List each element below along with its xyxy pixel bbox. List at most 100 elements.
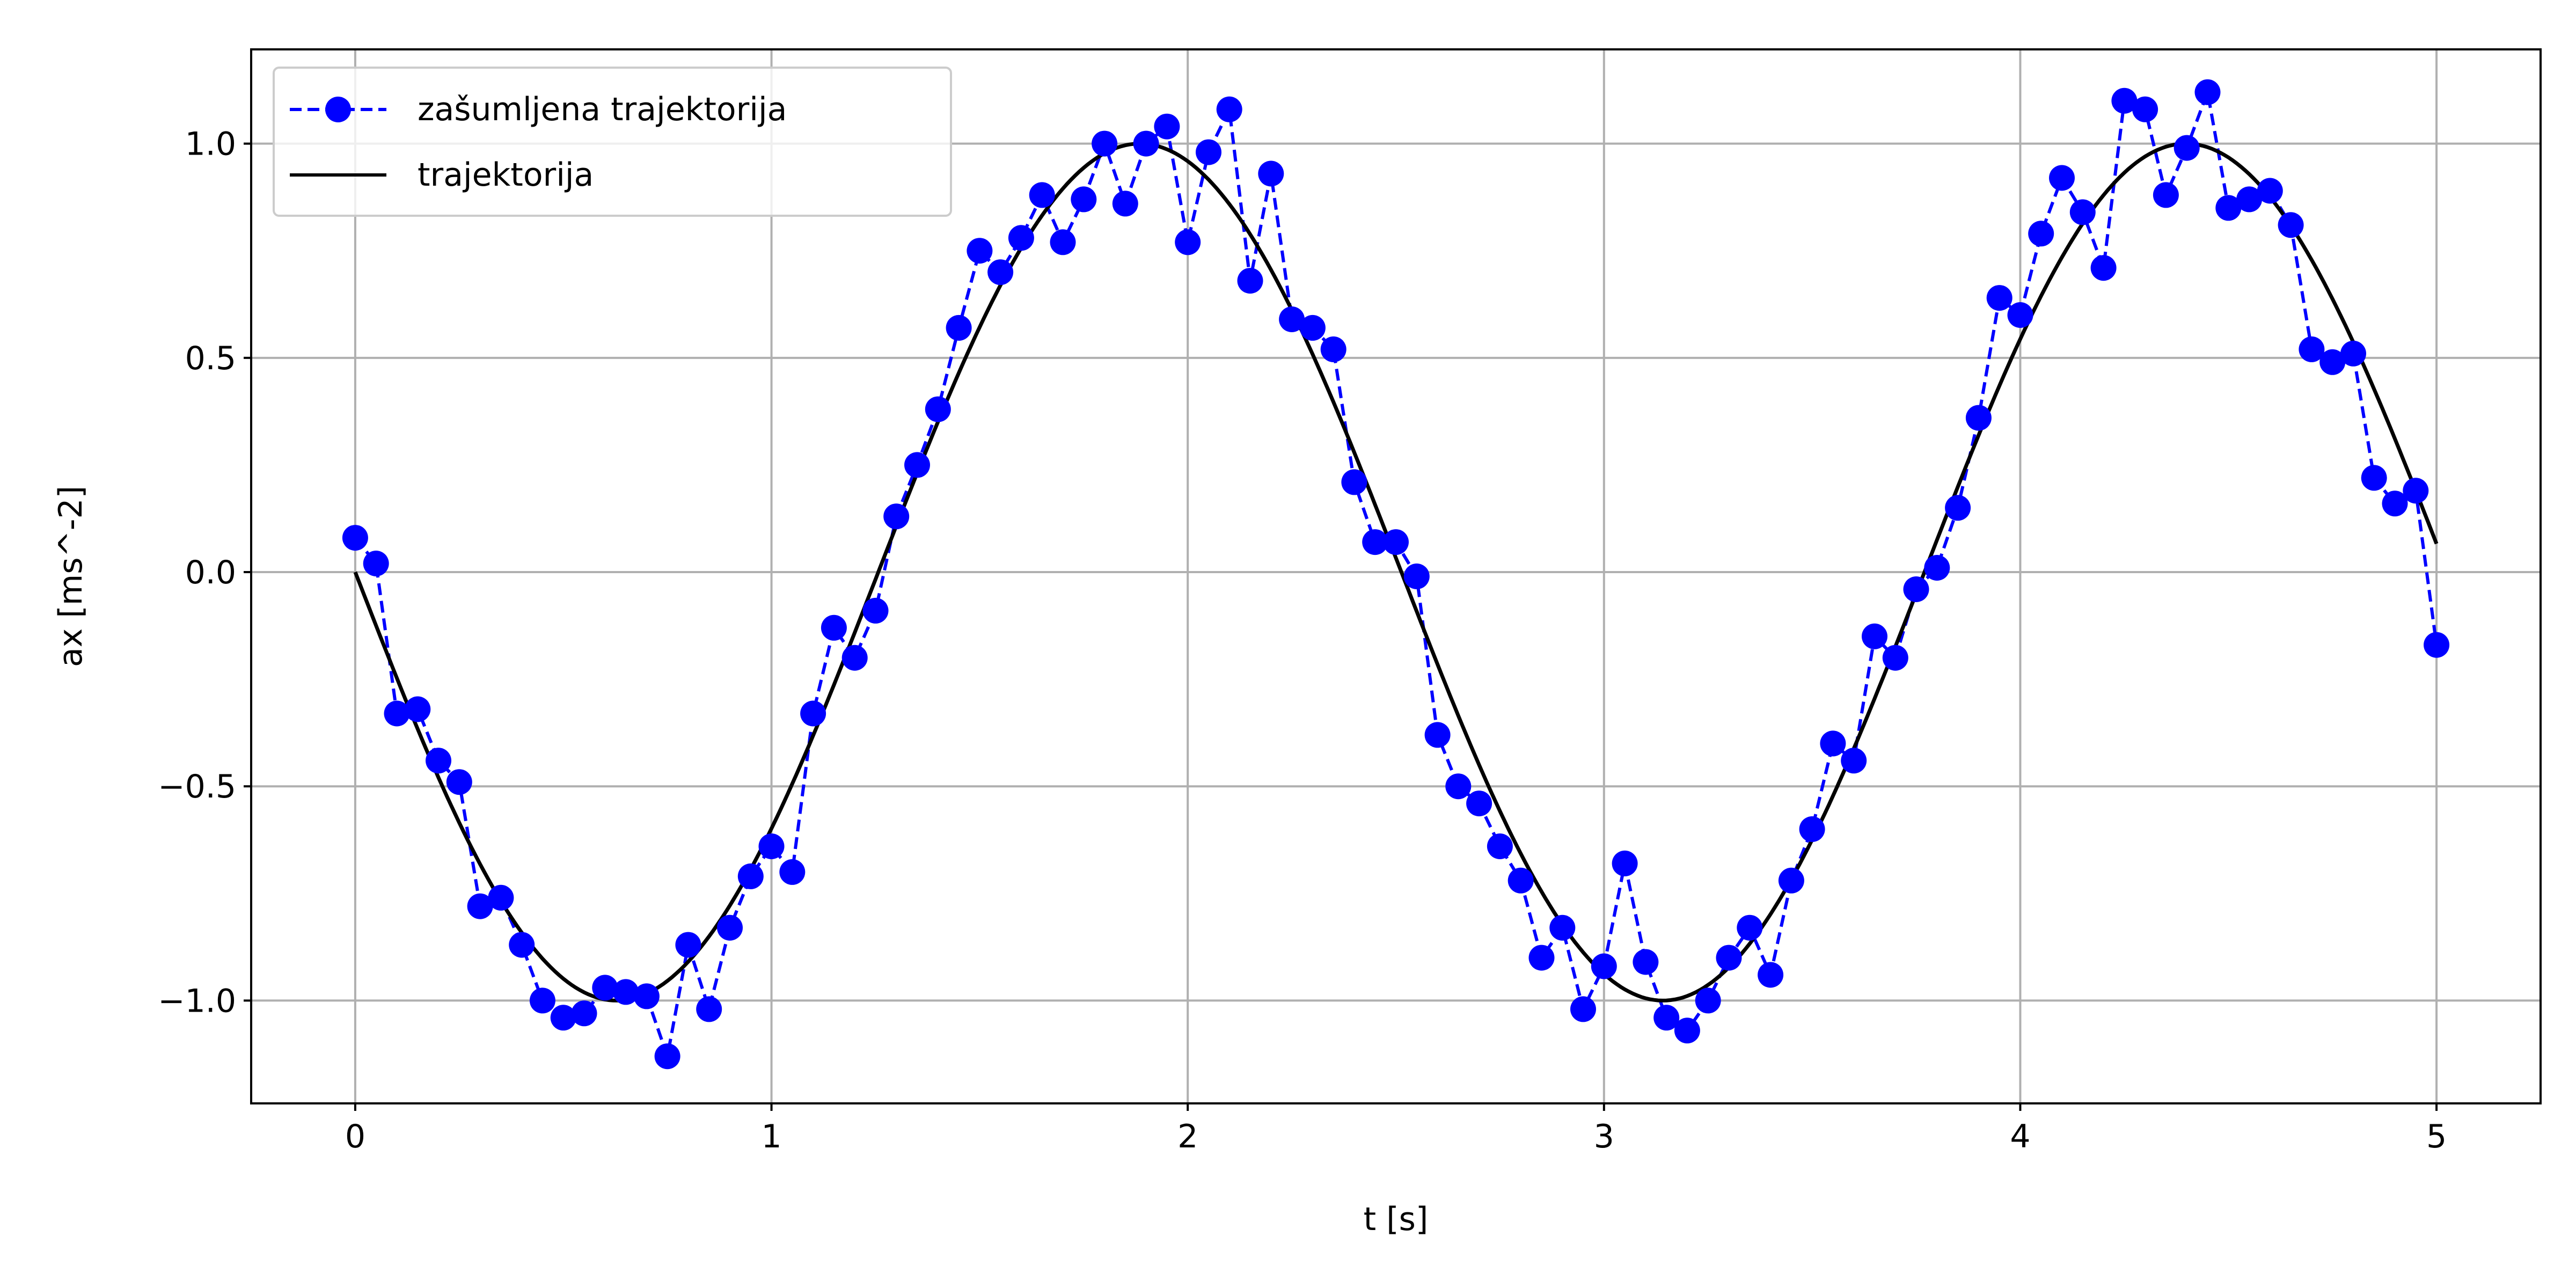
noisy-data-point (1528, 945, 1555, 971)
legend-noisy-marker (325, 97, 351, 122)
noisy-data-point (1674, 1018, 1700, 1044)
noisy-data-point (1383, 529, 1409, 555)
noisy-data-point (883, 503, 910, 530)
y-tick-label: −1.0 (158, 982, 236, 1020)
noisy-data-point (987, 259, 1014, 286)
plot-area (342, 79, 2450, 1070)
noisy-data-point (1945, 495, 1971, 521)
noisy-data-point (1862, 623, 1887, 649)
noisy-data-point (717, 914, 743, 941)
noisy-data-point (342, 525, 368, 551)
grid (251, 49, 2541, 1103)
legend-box (273, 67, 952, 217)
noisy-data-point (2049, 165, 2075, 191)
x-axis: 0 1 2 3 4 5 (345, 1103, 2447, 1155)
noisy-data-point (1507, 867, 1534, 894)
noisy-data-point (1549, 914, 1576, 941)
noisy-data-point (1695, 987, 1721, 1014)
noisy-data-point (862, 597, 889, 624)
noisy-data-point (925, 396, 951, 422)
noisy-data-point (1903, 576, 1929, 602)
noisy-data-point (550, 1005, 576, 1031)
noisy-data-point (2236, 186, 2263, 213)
noisy-data-point (2319, 349, 2346, 375)
noisy-data-point (2174, 135, 2200, 161)
noisy-data-point (1154, 113, 1180, 140)
noisy-data-point (1216, 96, 1242, 122)
noisy-data-point (800, 700, 826, 727)
noisy-data-point (467, 893, 493, 919)
noisy-data-point (1841, 748, 1867, 774)
noisy-data-point (2090, 255, 2117, 281)
noisy-data-point (1633, 949, 1659, 975)
noisy-data-point (1029, 182, 1055, 208)
noisy-data-point (1612, 850, 1638, 876)
y-axis-label: ax [ms^-2] (52, 486, 90, 667)
noisy-data-point (1403, 564, 1430, 589)
noisy-data-point (1737, 914, 1763, 941)
noisy-data-point (1716, 945, 1742, 971)
noisy-data-point (946, 314, 972, 341)
legend-label-trajectory: trajektorija (418, 156, 594, 194)
noisy-data-point (2069, 199, 2096, 225)
noisy-data-point (1986, 285, 2012, 311)
noisy-data-point (1965, 405, 1992, 431)
noisy-data-point (654, 1043, 680, 1070)
y-tick-label: 0.0 (185, 554, 236, 591)
noisy-data-point (1570, 996, 1596, 1022)
noisy-data-point (967, 238, 993, 264)
noisy-data-point (363, 551, 389, 576)
noisy-data-point (1424, 722, 1451, 748)
noisy-data-point (1112, 191, 1138, 217)
x-tick-label: 2 (1177, 1118, 1198, 1155)
noisy-data-point (592, 975, 618, 1001)
noisy-data-point (2340, 340, 2366, 367)
noisy-data-point (2403, 478, 2429, 504)
noisy-data-point (571, 1000, 597, 1027)
noisy-data-point (384, 700, 410, 727)
noisy-data-point (1092, 130, 1118, 157)
noisy-data-point (2361, 465, 2387, 491)
noisy-data-point (696, 996, 722, 1022)
noisy-data-point (426, 748, 451, 774)
y-axis: −1.0 −0.5 0.0 0.5 1.0 (158, 126, 251, 1020)
noisy-data-point (779, 859, 806, 885)
noisy-data-point (821, 614, 847, 641)
noisy-data-point (2257, 178, 2283, 204)
legend: zašumljena trajektorija trajektorija (273, 67, 952, 217)
x-tick-label: 0 (345, 1118, 365, 1155)
noisy-data-point (1362, 529, 1388, 555)
x-tick-label: 3 (1594, 1118, 1614, 1155)
noisy-data-point (446, 769, 472, 795)
noisy-data-point (1653, 1005, 1680, 1031)
noisy-data-point (1799, 816, 1825, 842)
noisy-data-point (2424, 632, 2450, 658)
noisy-data-point (841, 645, 868, 671)
x-tick-label: 5 (2426, 1118, 2447, 1155)
noisy-data-point (613, 979, 639, 1005)
noisy-data-point (1071, 186, 1097, 213)
noisy-data-point (2007, 302, 2033, 328)
noisy-data-point (2299, 336, 2325, 362)
noisy-data-point (1237, 268, 1263, 294)
noisy-data-point (758, 833, 785, 859)
legend-label-noisy: zašumljena trajektorija (418, 91, 787, 128)
noisy-data-point (509, 932, 535, 958)
noisy-data-point (1196, 139, 1221, 165)
noisy-data-point (1820, 730, 1846, 757)
noisy-data-point (1778, 867, 1804, 894)
noisy-data-point (1466, 791, 1492, 817)
y-tick-label: 1.0 (185, 126, 236, 163)
noisy-data-point (2194, 79, 2221, 105)
noisy-data-point (1050, 229, 1076, 255)
noisy-data-point (1591, 953, 1617, 979)
y-tick-label: −0.5 (158, 768, 236, 806)
noisy-data-point (1008, 225, 1034, 251)
x-axis-label: t [s] (1364, 1201, 1429, 1238)
noisy-data-point (1924, 555, 1950, 581)
noisy-data-point (1758, 962, 1784, 988)
noisy-data-point (2153, 182, 2179, 208)
noisy-data-point (2215, 195, 2242, 221)
axes-frame (250, 48, 2542, 1104)
